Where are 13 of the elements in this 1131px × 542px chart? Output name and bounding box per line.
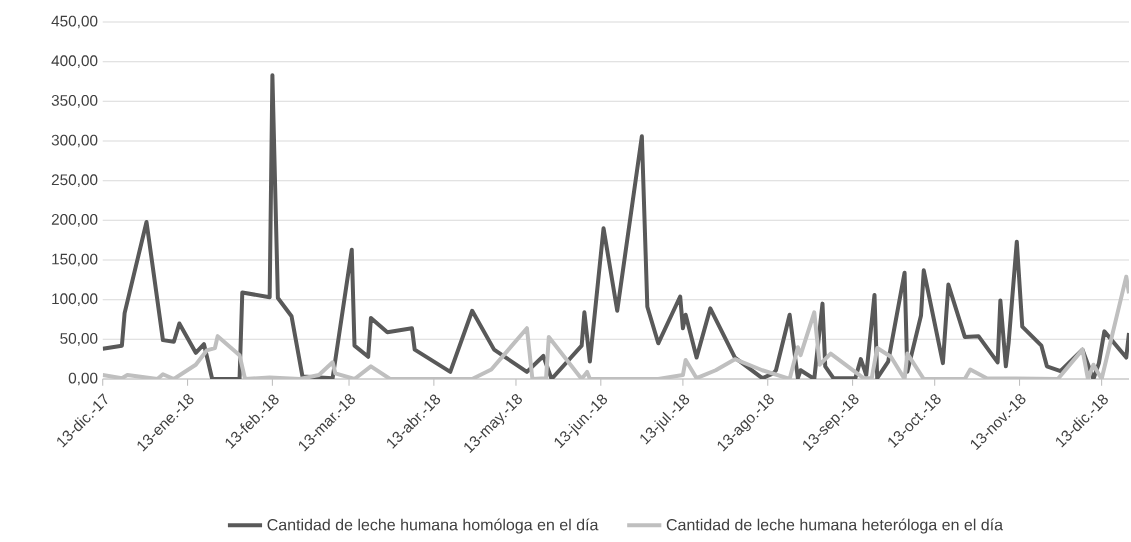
y-tick-label: 450,00 (51, 15, 98, 29)
y-tick-label: 200,00 (51, 213, 98, 227)
y-tick-label: 400,00 (51, 55, 98, 69)
line-series (102, 73, 1129, 379)
y-tick-label: 350,00 (51, 95, 98, 108)
y-tick-label: 0,00 (68, 372, 98, 386)
y-tick-label: 300,00 (51, 134, 98, 148)
y-tick-label: 250,00 (51, 174, 98, 187)
y-tick-label: 100,00 (52, 293, 98, 306)
legend-label: Cantidad de leche humana heteróloga en el día (666, 518, 1004, 534)
y-tick-label: 150,00 (52, 253, 98, 267)
legend-label: Cantidad de leche humana homóloga en el día (267, 518, 599, 534)
y-tick-label: 50,00 (60, 332, 98, 346)
